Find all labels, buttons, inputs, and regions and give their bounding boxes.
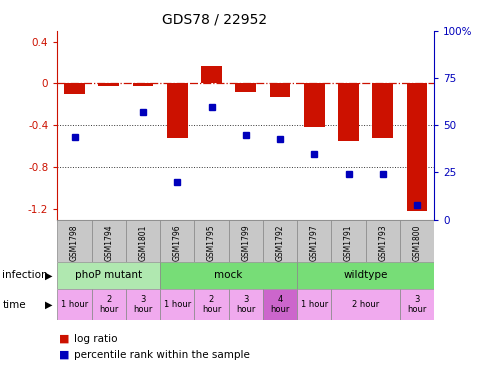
Text: time: time bbox=[2, 300, 26, 310]
Bar bbox=[400, 220, 434, 262]
Bar bbox=[338, 83, 359, 141]
Text: ■: ■ bbox=[59, 350, 69, 360]
Text: infection: infection bbox=[2, 270, 48, 280]
Bar bbox=[297, 262, 434, 289]
Bar bbox=[126, 220, 160, 262]
Bar bbox=[229, 220, 263, 262]
Text: 2 hour: 2 hour bbox=[352, 300, 379, 309]
Text: ▶: ▶ bbox=[45, 300, 53, 310]
Text: ▶: ▶ bbox=[45, 270, 53, 280]
Bar bbox=[236, 83, 256, 92]
Text: 3
hour: 3 hour bbox=[407, 295, 427, 314]
Bar bbox=[201, 66, 222, 83]
Bar bbox=[407, 83, 427, 211]
Text: GSM1796: GSM1796 bbox=[173, 225, 182, 261]
Bar bbox=[372, 83, 393, 138]
Bar bbox=[64, 83, 85, 94]
Text: 1 hour: 1 hour bbox=[300, 300, 328, 309]
Bar bbox=[304, 83, 324, 127]
Text: GSM1794: GSM1794 bbox=[104, 225, 113, 261]
Text: wildtype: wildtype bbox=[343, 270, 388, 280]
Bar bbox=[400, 289, 434, 320]
Text: GSM1795: GSM1795 bbox=[207, 225, 216, 261]
Text: 4
hour: 4 hour bbox=[270, 295, 290, 314]
Text: GSM1791: GSM1791 bbox=[344, 225, 353, 261]
Bar bbox=[57, 289, 92, 320]
Bar bbox=[270, 83, 290, 97]
Text: ■: ■ bbox=[59, 333, 69, 344]
Bar bbox=[297, 289, 331, 320]
Bar bbox=[263, 289, 297, 320]
Bar bbox=[133, 83, 153, 86]
Text: phoP mutant: phoP mutant bbox=[75, 270, 142, 280]
Text: 2
hour: 2 hour bbox=[99, 295, 118, 314]
Bar bbox=[98, 83, 119, 86]
Bar bbox=[57, 220, 92, 262]
Bar bbox=[331, 220, 366, 262]
Bar bbox=[92, 220, 126, 262]
Text: GSM1797: GSM1797 bbox=[310, 225, 319, 261]
Bar bbox=[366, 220, 400, 262]
Bar bbox=[195, 220, 229, 262]
Text: log ratio: log ratio bbox=[74, 333, 117, 344]
Text: 3
hour: 3 hour bbox=[133, 295, 153, 314]
Bar bbox=[126, 289, 160, 320]
Bar bbox=[297, 220, 331, 262]
Bar bbox=[160, 262, 297, 289]
Bar bbox=[331, 289, 400, 320]
Text: GSM1799: GSM1799 bbox=[241, 225, 250, 261]
Bar bbox=[229, 289, 263, 320]
Text: mock: mock bbox=[215, 270, 243, 280]
Text: GDS78 / 22952: GDS78 / 22952 bbox=[162, 13, 267, 27]
Bar bbox=[92, 289, 126, 320]
Bar bbox=[160, 220, 195, 262]
Bar bbox=[167, 83, 188, 138]
Bar bbox=[57, 262, 160, 289]
Bar bbox=[195, 289, 229, 320]
Text: 3
hour: 3 hour bbox=[236, 295, 255, 314]
Bar bbox=[160, 289, 195, 320]
Text: GSM1801: GSM1801 bbox=[139, 225, 148, 261]
Text: 1 hour: 1 hour bbox=[164, 300, 191, 309]
Text: GSM1792: GSM1792 bbox=[275, 225, 284, 261]
Text: GSM1800: GSM1800 bbox=[413, 225, 422, 261]
Text: 2
hour: 2 hour bbox=[202, 295, 221, 314]
Bar bbox=[263, 220, 297, 262]
Text: 1 hour: 1 hour bbox=[61, 300, 88, 309]
Text: GSM1793: GSM1793 bbox=[378, 225, 387, 261]
Text: GSM1798: GSM1798 bbox=[70, 225, 79, 261]
Text: percentile rank within the sample: percentile rank within the sample bbox=[74, 350, 250, 360]
